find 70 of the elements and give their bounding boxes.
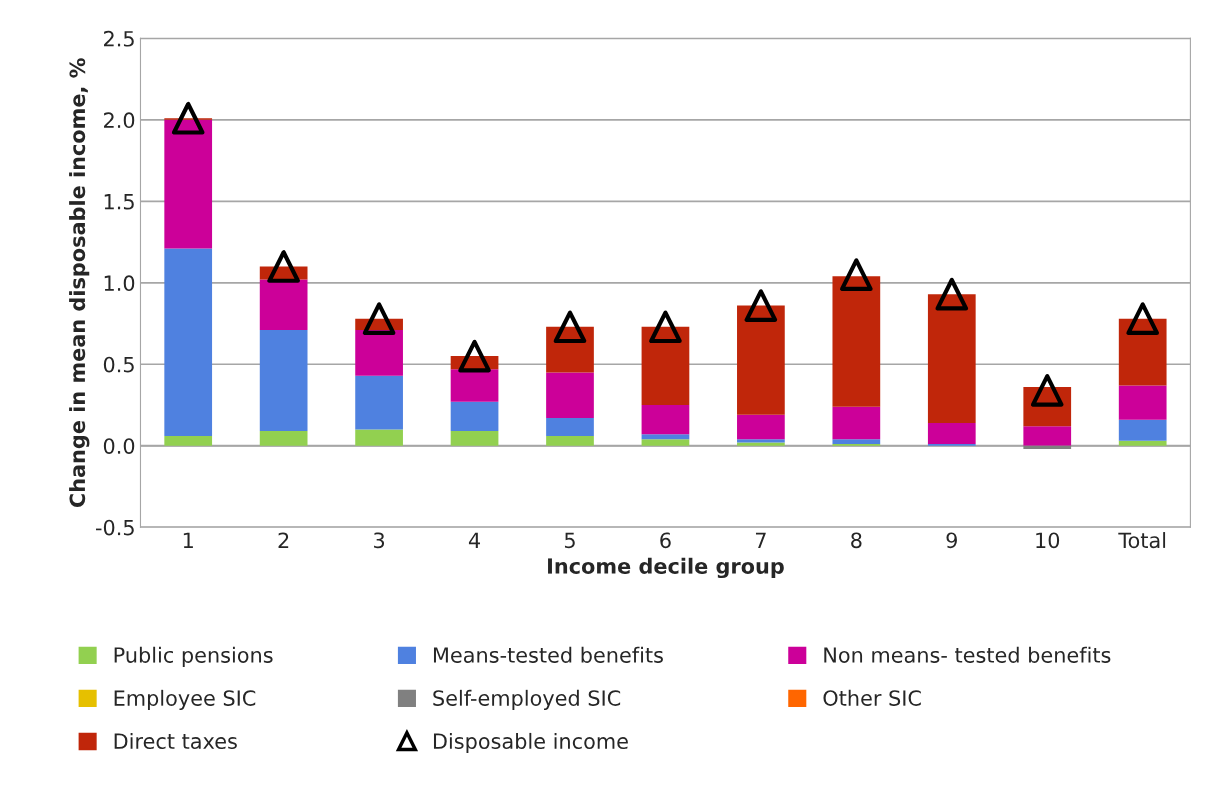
bar [641, 434, 690, 440]
bar [641, 439, 690, 446]
bar [832, 439, 881, 445]
point [171, 101, 205, 135]
y-tick-label: 1.0 [104, 275, 135, 292]
legend-label: Non means- tested benefits [824, 646, 1111, 663]
x-tick-label: 9 [946, 532, 957, 549]
bar [1118, 440, 1167, 446]
x-tick-label: 2 [278, 532, 289, 548]
y-tick-label: 1.5 [104, 194, 134, 210]
x-tick-label: 5 [564, 532, 575, 549]
x-tick-label: 1 [183, 532, 193, 548]
bar [546, 435, 594, 446]
point [1126, 302, 1160, 335]
y-tick-label: 0.0 [103, 438, 135, 454]
legend-label: Means-tested benefits [433, 646, 663, 663]
bar [546, 372, 594, 419]
bar [450, 431, 499, 446]
bar [1118, 318, 1167, 386]
bar [164, 435, 213, 446]
x-tick-label: 8 [851, 532, 862, 549]
bar [450, 401, 499, 432]
legend-label: Disposable income [433, 732, 628, 754]
point [362, 302, 396, 335]
point [935, 277, 969, 311]
legend-label: Employee SIC [114, 689, 256, 710]
bar [355, 429, 403, 446]
y-axis-title: Change in mean disposable income, % [69, 58, 90, 508]
x-tick-label: Total [1118, 532, 1166, 549]
bar [164, 119, 213, 249]
x-tick-label: 10 [1036, 532, 1060, 549]
bar [927, 422, 976, 445]
x-tick-label: 6 [660, 532, 671, 549]
x-tick-label: 4 [468, 532, 481, 548]
bar [1118, 419, 1167, 441]
legend-label: Other SIC [823, 689, 921, 706]
bar [259, 431, 308, 446]
x-axis-title: Income decile group [548, 557, 784, 579]
y-tick-label: 0.5 [103, 356, 134, 373]
point [267, 250, 300, 283]
bar [641, 326, 690, 405]
bar [450, 369, 499, 402]
bar [164, 248, 213, 436]
point [458, 339, 491, 373]
bar [641, 405, 690, 435]
point [649, 310, 682, 344]
bar [1023, 445, 1072, 449]
bar [832, 406, 881, 440]
point [840, 258, 873, 291]
bar [546, 418, 594, 436]
bar [832, 276, 881, 407]
y-tick-label: 2.5 [104, 30, 134, 47]
legend-label: Direct taxes [114, 732, 237, 750]
bar [259, 330, 308, 432]
bar [927, 294, 976, 423]
legend-label: Self-employed SIC [433, 689, 621, 710]
y-tick-label: -0.5 [95, 519, 134, 536]
legend-label: Public pensions [114, 646, 273, 667]
bar [1118, 385, 1167, 420]
point [744, 289, 778, 322]
bar [737, 305, 785, 415]
bar [259, 279, 308, 331]
y-tick-label: 2.0 [104, 112, 135, 129]
x-tick-label: 3 [374, 532, 385, 549]
bar [355, 375, 403, 430]
bar [355, 330, 403, 376]
bar [1023, 426, 1072, 446]
point [553, 310, 587, 344]
x-tick-label: 7 [755, 532, 766, 548]
bar [737, 414, 785, 440]
